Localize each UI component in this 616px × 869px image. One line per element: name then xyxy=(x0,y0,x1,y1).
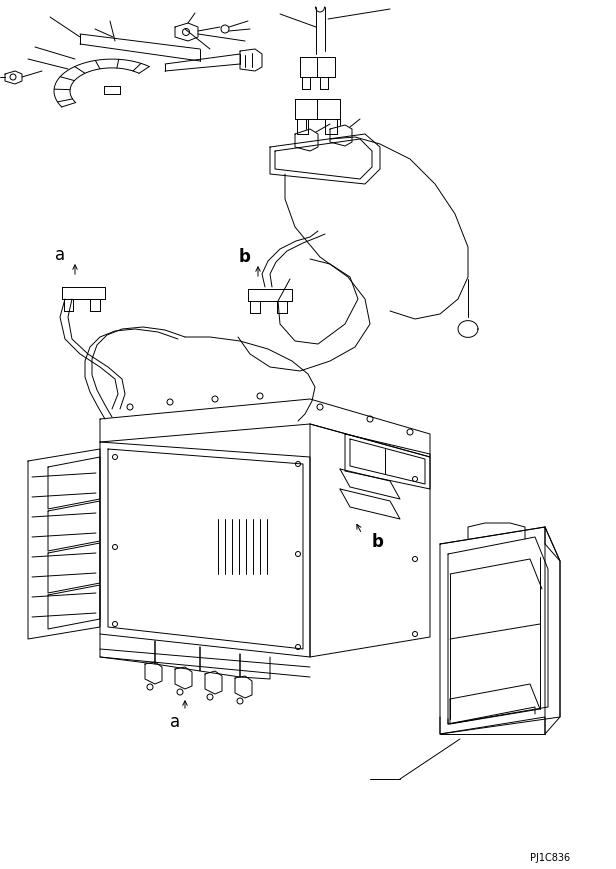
Text: b: b xyxy=(239,248,251,266)
Text: a: a xyxy=(55,246,65,263)
Text: PJ1C836: PJ1C836 xyxy=(530,852,570,862)
Text: a: a xyxy=(170,713,180,730)
Text: b: b xyxy=(372,533,384,550)
